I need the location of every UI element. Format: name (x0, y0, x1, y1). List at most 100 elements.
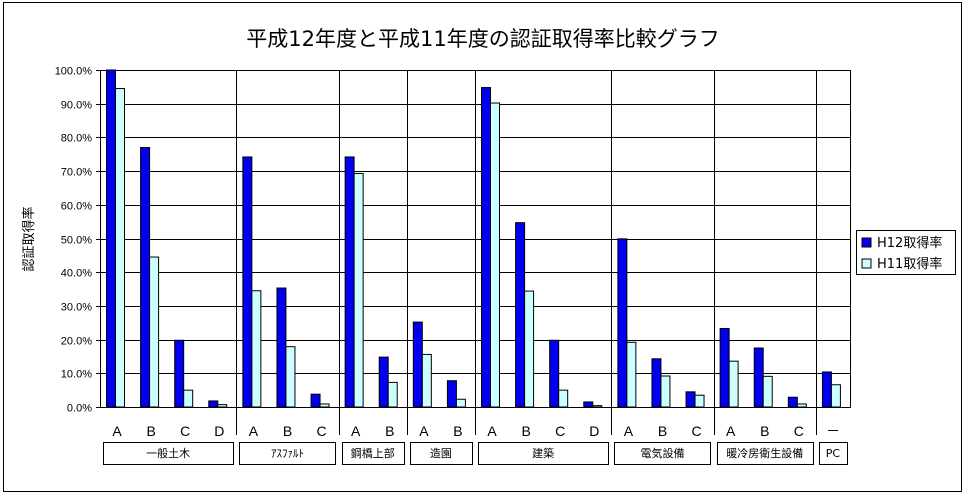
group-label: 建築 (532, 446, 554, 460)
bar-h12 (310, 393, 321, 408)
chart-title: 平成12年度と平成11年度の認証取得率比較グラフ (246, 27, 719, 51)
bar-h11 (285, 346, 296, 408)
bar-h12 (515, 222, 526, 408)
bar-h11 (694, 394, 705, 408)
category-label: A (351, 423, 361, 439)
legend-swatch-h11 (861, 258, 872, 269)
bar-h12 (719, 327, 730, 408)
bar-h12 (617, 238, 628, 408)
category-label: A (112, 423, 122, 439)
group-label: 造園 (430, 446, 452, 460)
bar-h12 (106, 69, 116, 408)
bar-h11 (796, 403, 807, 408)
bar-h12 (140, 147, 151, 408)
legend-swatch-h12 (861, 237, 872, 248)
bar-h11 (626, 341, 637, 408)
y-tick-label: 0.0% (67, 403, 92, 415)
bar-h11 (762, 375, 773, 408)
category-label: B (453, 423, 462, 439)
bar-h11 (353, 172, 364, 408)
y-tick-label: 80.0% (61, 133, 92, 145)
bar-layer (106, 69, 841, 408)
bar-h11 (558, 389, 569, 408)
y-tick-label: 90.0% (61, 100, 92, 112)
bar-h12 (344, 156, 355, 408)
bar-h11 (387, 381, 398, 408)
bar-h11 (660, 375, 671, 408)
bar-h12 (174, 339, 185, 408)
group-box (819, 442, 848, 465)
group-box (410, 442, 473, 465)
bar-h12 (481, 87, 491, 408)
bar-h11 (592, 405, 603, 408)
bar-h11 (830, 384, 841, 408)
group-box (239, 442, 336, 465)
category-label: C (555, 423, 565, 439)
category-label: D (589, 423, 599, 439)
bar-h12 (821, 371, 832, 408)
bar-h12 (446, 380, 457, 408)
category-label: D (214, 423, 224, 439)
bar-h12 (651, 358, 662, 408)
y-tick-label: 10.0% (61, 369, 92, 381)
category-label: B (760, 423, 769, 439)
bar-h11 (217, 404, 228, 408)
y-tick-label: 20.0% (61, 336, 92, 348)
y-tick-label: 100.0% (55, 66, 93, 78)
category-label: C (794, 423, 804, 439)
bar-h11 (421, 353, 432, 408)
bar-h12 (753, 347, 764, 408)
category-label: A (487, 423, 497, 439)
group-label: 電気設備 (641, 446, 685, 460)
group-label: 暖冷房衛生設備 (726, 446, 803, 460)
legend-label-h12: H12取得率 (877, 235, 942, 251)
category-label: － (826, 423, 840, 439)
bar-h11 (183, 389, 194, 408)
category-label: C (317, 423, 327, 439)
label-layer: A B C D A B C A B A B A B C D A B C A B C － 一般土木 ｱｽﾌｧﾙﾄ 鋼橋上部 造園 建築… (103, 423, 848, 465)
category-label: B (658, 423, 667, 439)
y-tick-label: 50.0% (61, 235, 92, 247)
category-label: A (624, 423, 634, 439)
group-box (614, 442, 711, 465)
bar-h12 (276, 287, 287, 408)
group-label: ｱｽﾌｧﾙﾄ (271, 447, 304, 460)
bar-h12 (787, 396, 798, 408)
bar-h11 (490, 102, 500, 408)
legend-box (856, 230, 956, 275)
group-label: 鋼橋上部 (351, 446, 395, 460)
y-tick-label: 40.0% (61, 268, 92, 280)
category-label: B (283, 423, 292, 439)
bar-h11 (524, 290, 535, 408)
group-label: 一般土木 (146, 447, 190, 460)
category-label: C (180, 423, 190, 439)
y-tick-label: 30.0% (61, 302, 92, 314)
group-box (342, 442, 405, 465)
y-tick-label: 60.0% (61, 201, 92, 213)
bar-h11 (455, 398, 466, 408)
category-label: A (726, 423, 736, 439)
category-label: B (521, 423, 530, 439)
legend-label-h11: H11取得率 (877, 256, 942, 272)
bar-h12 (549, 339, 560, 408)
axis-layer: 0.0% 10.0% 20.0% 30.0% 40.0% 50.0% 60.0% 70.0% 8… (55, 66, 817, 435)
bar-h12 (685, 391, 696, 408)
category-label: B (385, 423, 394, 439)
category-label: A (419, 423, 429, 439)
group-box (717, 442, 814, 465)
bar-h12 (378, 356, 389, 408)
category-label: C (692, 423, 702, 439)
category-label: B (146, 423, 155, 439)
bar-h12 (208, 400, 219, 408)
bar-h11 (319, 403, 330, 408)
bar-h11 (149, 256, 160, 408)
category-label: A (249, 423, 259, 439)
y-axis-label: 認証取得率 (21, 206, 37, 271)
bar-h12 (583, 401, 594, 408)
bar-h12 (242, 156, 253, 408)
bar-h11 (251, 290, 262, 408)
group-box (103, 442, 234, 465)
group-box (478, 442, 609, 465)
